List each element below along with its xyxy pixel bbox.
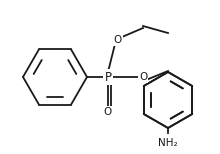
Text: O: O <box>114 35 122 45</box>
Text: P: P <box>104 71 112 83</box>
Text: NH₂: NH₂ <box>158 138 178 148</box>
Text: O: O <box>139 72 147 82</box>
Text: O: O <box>104 107 112 117</box>
